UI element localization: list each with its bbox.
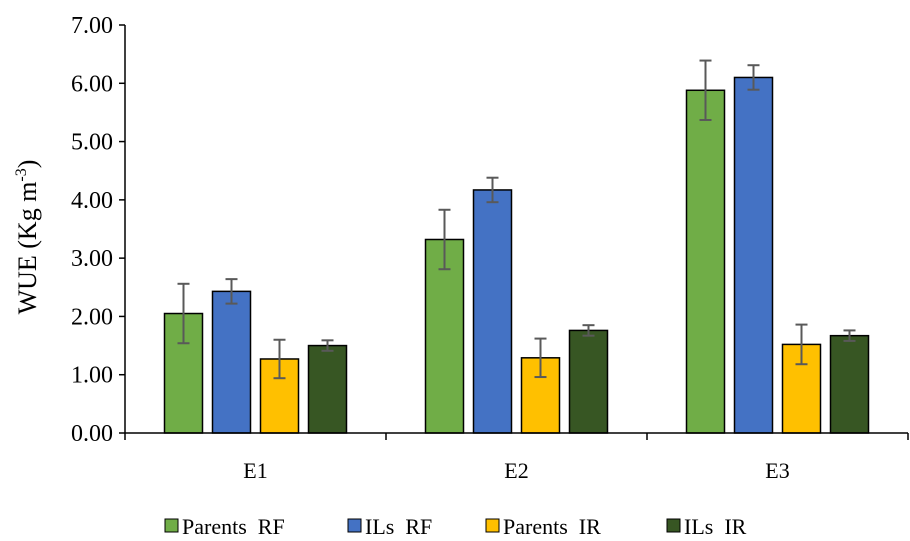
bar (307, 344, 348, 434)
y-tick-label: 3.00 (71, 246, 113, 272)
bar (424, 238, 465, 434)
bar (472, 189, 513, 434)
legend-label: Parents RF (182, 514, 285, 539)
y-tick-label: 5.00 (71, 130, 113, 156)
bar (211, 290, 252, 434)
legend-label: ILs IR (684, 514, 747, 539)
axes (124, 25, 909, 440)
bar (685, 89, 726, 434)
legend-swatch (347, 518, 362, 533)
y-axis-title: WUE (Kg m-3) (13, 160, 42, 315)
y-tick-label: 6.00 (71, 71, 113, 97)
x-axis-labels: E1 E2 E3 (243, 458, 789, 483)
y-tick-label: 0.00 (71, 421, 113, 447)
y-tick-label: 4.00 (71, 188, 113, 214)
legend-swatch (485, 518, 500, 533)
y-axis-ticks: 0.00 1.00 2.00 3.00 4.00 5.00 6.00 7.00 (71, 13, 125, 447)
y-tick-label: 1.00 (71, 363, 113, 389)
y-tick-label: 2.00 (71, 304, 113, 330)
bar (568, 329, 609, 434)
legend: Parents RF ILs RF Parents IR ILs IR (164, 514, 747, 539)
bar (733, 76, 774, 434)
legend-swatch (164, 518, 179, 533)
legend-label: ILs RF (365, 514, 432, 539)
legend-swatch (666, 518, 681, 533)
x-tick-label: E2 (504, 458, 528, 483)
y-tick-label: 7.00 (71, 13, 113, 39)
legend-label: Parents IR (503, 514, 601, 539)
x-tick-label: E3 (765, 458, 789, 483)
bar (829, 334, 870, 434)
bars (163, 76, 870, 434)
error-bars (177, 59, 856, 380)
x-tick-label: E1 (243, 458, 267, 483)
